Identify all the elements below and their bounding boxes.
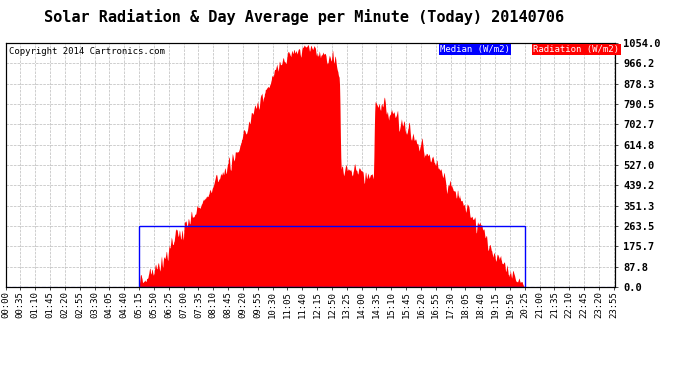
Text: Copyright 2014 Cartronics.com: Copyright 2014 Cartronics.com (9, 47, 165, 56)
Text: Solar Radiation & Day Average per Minute (Today) 20140706: Solar Radiation & Day Average per Minute… (43, 9, 564, 26)
Bar (139, 226, 525, 287)
Text: Median (W/m2): Median (W/m2) (440, 45, 510, 54)
Text: Radiation (W/m2): Radiation (W/m2) (533, 45, 620, 54)
